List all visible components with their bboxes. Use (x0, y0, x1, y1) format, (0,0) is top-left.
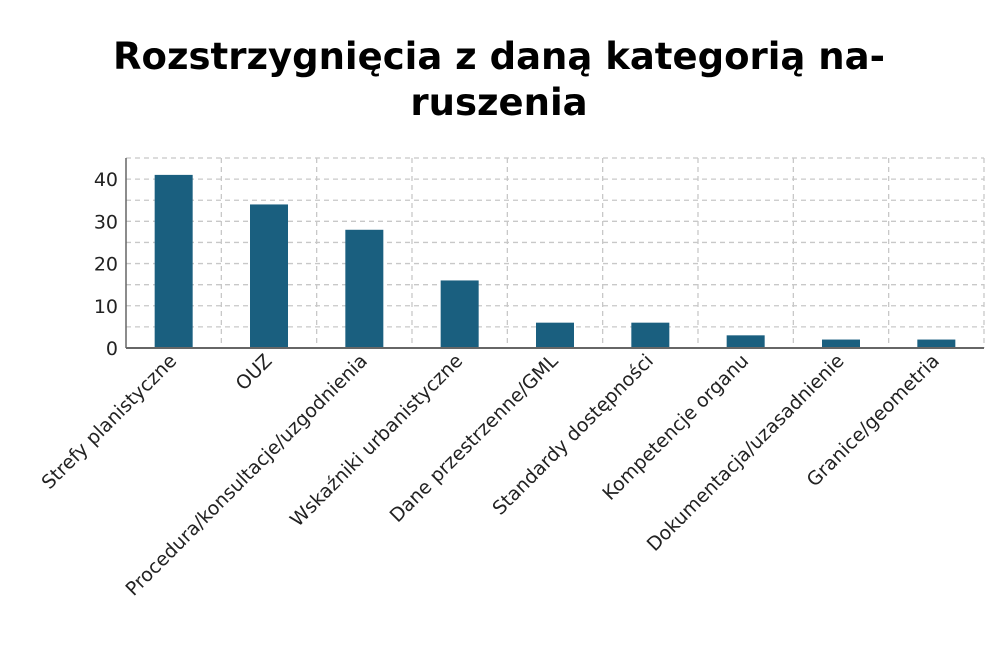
x-category-labels: Strefy planistyczne OUZProcedura/konsulta… (37, 350, 943, 601)
bar-6 (631, 322, 670, 348)
y-tick-label: 0 (106, 338, 118, 360)
bar-8 (822, 339, 860, 348)
x-category-label: Strefy planistyczne (37, 350, 181, 494)
bar-9 (917, 339, 956, 348)
x-category-label: Wskaźniki urbanistyczne (286, 350, 467, 531)
bars-layer (154, 174, 956, 348)
chart-title: Rozstrzygnięcia z daną kategorią na- rus… (0, 34, 998, 126)
y-tick-label: 40 (94, 169, 118, 191)
y-tick-label: 10 (94, 296, 118, 318)
chart-title-line-1: Rozstrzygnięcia z daną kategorią na- (113, 35, 885, 78)
bar-5 (536, 322, 574, 348)
chart-title-line-2: ruszenia (410, 81, 588, 124)
y-tick-label: 20 (94, 254, 118, 276)
grid-layer (126, 157, 985, 348)
x-category-label: OUZ (232, 350, 277, 395)
x-category-label: Dokumentacja/uzasadnienie (643, 350, 849, 556)
y-tick-label: 30 (94, 211, 118, 233)
bar-4 (440, 280, 479, 348)
bar-7 (726, 335, 765, 348)
axis-layer (125, 158, 984, 349)
x-category-label: Dane przestrzenne/GML (386, 350, 563, 527)
bar-1 (154, 174, 193, 348)
bar-2 (250, 204, 288, 348)
y-tick-labels: 0 10 20 30 40 (94, 169, 118, 360)
x-category-label: Standardy dostępności (488, 350, 658, 520)
bar-3 (345, 229, 384, 348)
